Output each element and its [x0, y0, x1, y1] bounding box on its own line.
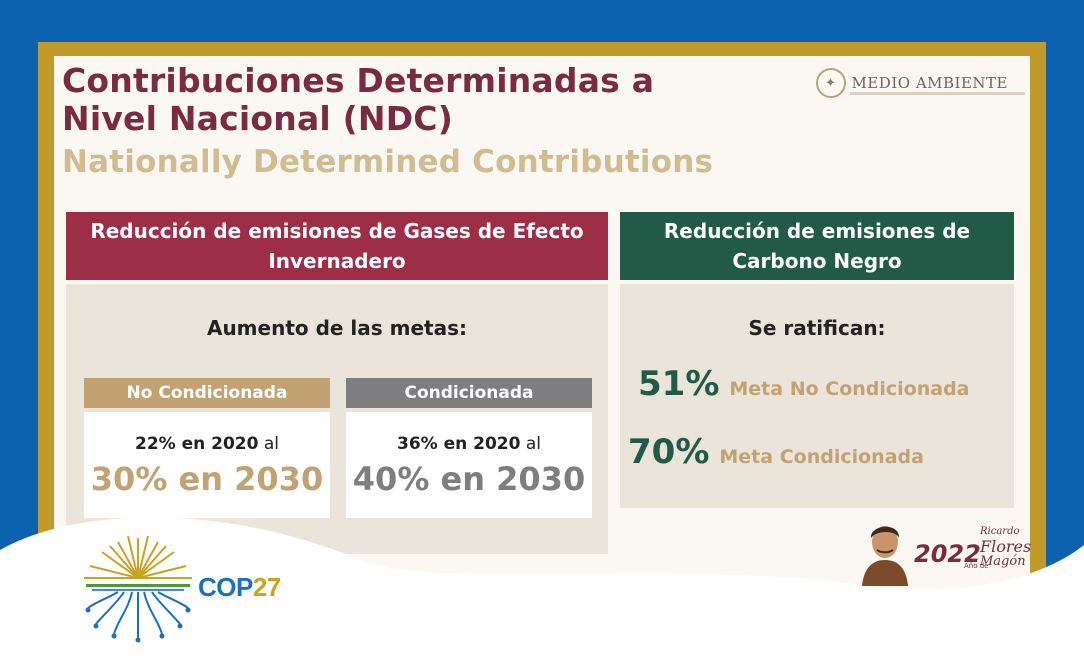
- fm-name: Ricardo Flores Magón: [980, 524, 1032, 569]
- conditional-from-pct: 36% en 2020: [396, 434, 521, 454]
- meta-label: Meta No Condicionada: [729, 378, 970, 400]
- meta-pct: 70%: [628, 432, 710, 472]
- meta-row-conditional: 70% Meta Condicionada: [628, 432, 924, 472]
- slide-title: Contribuciones Determinadas a Nivel Naci…: [62, 62, 654, 138]
- conditional-target: 40% en 2030: [352, 460, 586, 498]
- black-carbon-subheading: Se ratifican:: [748, 316, 886, 340]
- unconditional-from-pct: 22% en 2020: [134, 434, 259, 454]
- ghg-panel-header: Reducción de emisiones de Gases de Efect…: [66, 212, 608, 280]
- fm-name-first: Ricardo: [980, 526, 1020, 537]
- conditional-connector: al: [525, 434, 542, 454]
- meta-label: Meta Condicionada: [719, 446, 924, 468]
- conditional-from: 36% en 2020 al: [346, 434, 592, 454]
- title-line-2: Nivel Nacional (NDC): [62, 99, 454, 138]
- cop-text: COP: [198, 572, 253, 602]
- unconditional-card: 22% en 2020 al 30% en 2030: [84, 412, 330, 518]
- black-carbon-panel: Se ratifican: 51% Meta No Condicionada 7…: [620, 284, 1014, 508]
- ghg-panel: Aumento de las metas: No Condicionada 22…: [66, 284, 608, 554]
- title-line-1: Contribuciones Determinadas a: [62, 61, 655, 100]
- portrait-icon: [862, 526, 908, 586]
- ghg-subheading: Aumento de las metas:: [206, 316, 468, 340]
- unconditional-target: 30% en 2030: [90, 460, 324, 498]
- slide: Contribuciones Determinadas a Nivel Naci…: [54, 56, 1030, 596]
- unconditional-connector: al: [263, 434, 280, 454]
- cop-year: 27: [252, 572, 281, 602]
- fm-year: 2022: [914, 540, 981, 568]
- flores-magon-logo: 2022 Año de Ricardo Flores Magón: [852, 512, 1032, 586]
- conditional-tag: Condicionada: [346, 378, 592, 408]
- cop27-sun-icon: [84, 535, 192, 643]
- fm-name-last: Magón: [980, 554, 1026, 569]
- medio-ambiente-logo: ✦ MEDIO AMBIENTE: [815, 68, 1025, 98]
- fm-anio: Año de: [964, 562, 989, 570]
- meta-pct: 51%: [638, 364, 720, 404]
- conditional-card: 36% en 2020 al 40% en 2030: [346, 412, 592, 518]
- slide-subtitle: Nationally Determined Contributions: [62, 144, 714, 180]
- meta-row-unconditional: 51% Meta No Condicionada: [638, 364, 970, 404]
- fm-name-mid: Flores: [980, 537, 1032, 556]
- black-carbon-panel-header: Reducción de emisiones de Carbono Negro: [620, 212, 1014, 280]
- cop27-wordmark: COP27: [198, 572, 281, 603]
- logo-subline: [849, 92, 1025, 95]
- unconditional-tag: No Condicionada: [84, 378, 330, 408]
- logo-text: MEDIO AMBIENTE: [851, 74, 1008, 92]
- unconditional-from: 22% en 2020 al: [84, 434, 330, 454]
- national-seal-icon: ✦: [815, 68, 846, 98]
